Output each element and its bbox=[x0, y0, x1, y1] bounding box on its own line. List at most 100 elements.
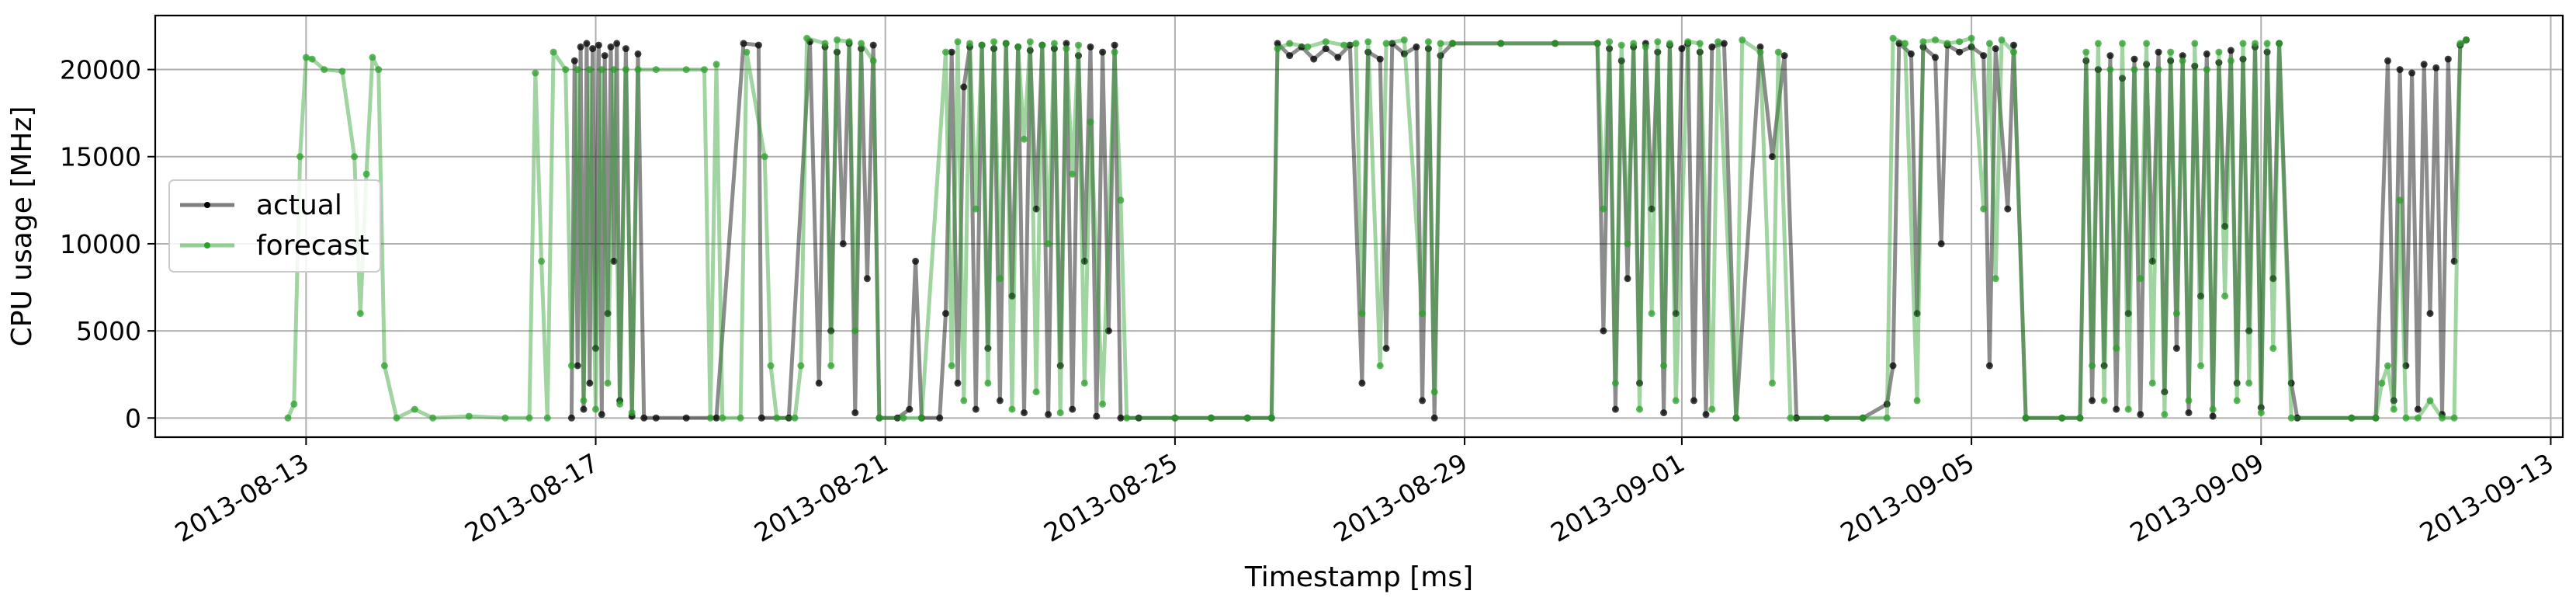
forecast-point bbox=[2100, 397, 2108, 405]
plot-frame bbox=[154, 14, 2564, 439]
actual-point bbox=[610, 257, 618, 265]
actual-point bbox=[1274, 40, 1281, 47]
forecast-point bbox=[2239, 40, 2247, 47]
actual-point bbox=[1376, 55, 1384, 63]
legend: actual forecast bbox=[168, 179, 381, 273]
forecast-point bbox=[1600, 205, 1607, 213]
actual-point bbox=[2287, 379, 2295, 387]
actual-point bbox=[577, 43, 584, 50]
actual-point bbox=[622, 45, 629, 53]
forecast-point bbox=[2191, 40, 2199, 47]
forecast-point bbox=[338, 68, 346, 75]
forecast-point bbox=[1021, 135, 1028, 143]
forecast-point bbox=[2263, 40, 2271, 47]
forecast-point bbox=[869, 57, 877, 64]
actual-point bbox=[1008, 292, 1016, 300]
actual-point bbox=[634, 50, 642, 57]
actual-point bbox=[1648, 205, 1656, 213]
forecast-point bbox=[501, 414, 509, 422]
forecast-point bbox=[1823, 414, 1830, 422]
actual-point bbox=[2203, 50, 2210, 57]
forecast-point bbox=[1171, 414, 1179, 422]
series-forecast bbox=[284, 34, 2470, 422]
actual-point bbox=[2161, 388, 2169, 396]
actual-point bbox=[586, 379, 594, 387]
actual-point bbox=[1322, 45, 1330, 53]
forecast-point bbox=[1642, 43, 1649, 50]
actual-point bbox=[2113, 405, 2120, 413]
forecast-point bbox=[1032, 388, 1040, 396]
forecast-point bbox=[1117, 196, 1125, 204]
forecast-point bbox=[543, 414, 551, 422]
actual-point bbox=[1617, 57, 1625, 64]
actual-point bbox=[948, 48, 955, 56]
actual-point bbox=[2155, 48, 2162, 56]
actual-point bbox=[1298, 43, 1305, 50]
forecast-point bbox=[2076, 414, 2084, 422]
forecast-point bbox=[2463, 36, 2470, 43]
actual-point bbox=[1310, 55, 1318, 63]
actual-point bbox=[640, 414, 648, 422]
forecast-point bbox=[2402, 414, 2410, 422]
forecast-point bbox=[2172, 310, 2180, 318]
actual-point bbox=[580, 405, 588, 413]
forecast-point bbox=[1449, 40, 1456, 47]
forecast-point bbox=[2022, 414, 2030, 422]
actual-point bbox=[1358, 379, 1366, 387]
actual-point bbox=[1883, 400, 1891, 408]
actual-point bbox=[2450, 257, 2458, 265]
actual-point bbox=[1678, 45, 1686, 53]
forecast-point bbox=[1919, 38, 1927, 46]
actual-point bbox=[960, 83, 968, 91]
forecast-point bbox=[1286, 40, 1294, 47]
forecast-point bbox=[2203, 66, 2210, 74]
actual-point bbox=[2402, 362, 2410, 370]
forecast-point bbox=[701, 66, 708, 74]
forecast-point bbox=[616, 400, 624, 408]
forecast-point bbox=[2245, 379, 2253, 387]
y-axis-label: CPU usage [MHz] bbox=[6, 106, 38, 347]
actual-point bbox=[1075, 52, 1082, 60]
forecast-point bbox=[2209, 405, 2217, 413]
forecast-point bbox=[2227, 57, 2234, 64]
forecast-point bbox=[1708, 405, 1716, 413]
actual-point bbox=[1104, 327, 1112, 335]
actual-point bbox=[1389, 40, 1396, 47]
forecast-point bbox=[574, 66, 581, 74]
forecast-point bbox=[1666, 40, 1673, 47]
actual-point bbox=[1660, 409, 1668, 417]
y-axis: 0 5000 10000 15000 20000 bbox=[60, 55, 155, 433]
forecast-point bbox=[960, 397, 968, 405]
forecast-point bbox=[1075, 41, 1082, 49]
forecast-point bbox=[429, 414, 437, 422]
forecast-point bbox=[2372, 414, 2380, 422]
actual-point bbox=[2293, 414, 2301, 422]
forecast-point bbox=[706, 414, 714, 422]
forecast-point bbox=[996, 275, 1004, 283]
actual-point bbox=[2089, 397, 2096, 405]
forecast-point bbox=[1636, 405, 1643, 413]
forecast-point bbox=[1038, 41, 1046, 49]
actual-point bbox=[1045, 411, 1052, 419]
y-tick-label: 15000 bbox=[60, 142, 141, 172]
forecast-point bbox=[1382, 40, 1390, 47]
forecast-point bbox=[2221, 292, 2229, 300]
actual-point bbox=[682, 414, 690, 422]
forecast-point bbox=[652, 66, 660, 74]
forecast-point bbox=[719, 414, 726, 422]
actual-point bbox=[740, 40, 747, 47]
actual-point bbox=[1672, 310, 1680, 318]
actual-point bbox=[2263, 48, 2271, 56]
actual-point bbox=[1382, 345, 1390, 353]
forecast-point bbox=[972, 205, 979, 213]
forecast-point bbox=[1358, 310, 1366, 318]
forecast-point bbox=[1002, 40, 1010, 47]
forecast-point bbox=[375, 66, 383, 74]
actual-point bbox=[1286, 52, 1294, 60]
actual-point bbox=[595, 41, 602, 49]
actual-point bbox=[1600, 327, 1607, 335]
forecast-point bbox=[1943, 40, 1951, 47]
actual-point bbox=[1980, 52, 1988, 60]
actual-point bbox=[1364, 48, 1372, 56]
forecast-point bbox=[411, 405, 418, 413]
